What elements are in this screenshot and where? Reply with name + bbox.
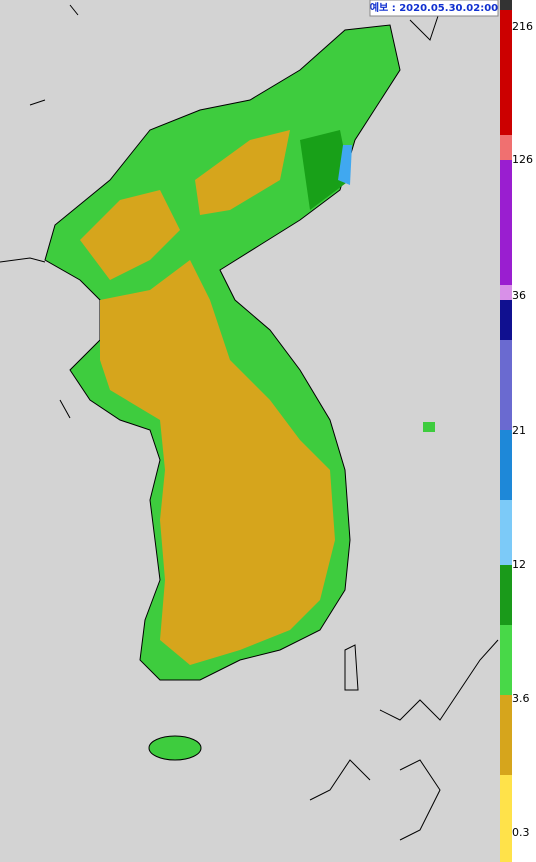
legend: 216 126 36 21 12 3.6 0.3 [500,0,536,862]
legend-label: 126 [512,153,533,166]
header-box [369,0,499,17]
rain-area [300,130,350,210]
rain-area [80,190,180,280]
jeju [148,735,202,761]
rain-area [100,260,335,665]
island [423,422,435,432]
legend-label: 0.3 [512,826,530,839]
rain-area [338,145,352,185]
legend-label: 36 [512,289,526,302]
legend-label: 12 [512,558,526,571]
legend-label: 3.6 [512,692,530,705]
legend-label: 21 [512,424,526,437]
legend-label: 216 [512,20,533,33]
rain-area [195,130,290,215]
coastline [0,4,499,841]
header-title: 예보 : 2020.05.30.02:00 [370,1,498,14]
